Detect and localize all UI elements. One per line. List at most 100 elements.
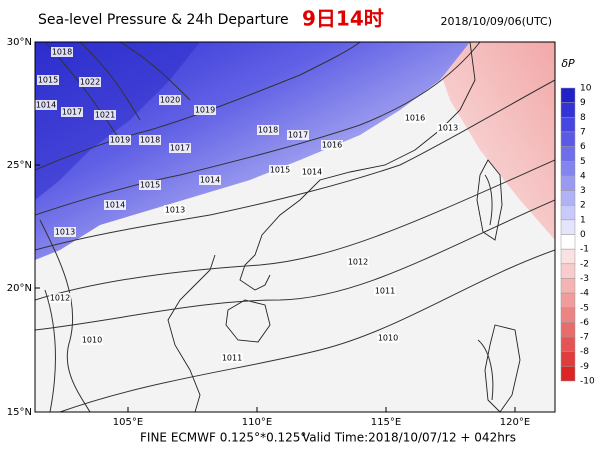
colorbar-box xyxy=(560,204,576,221)
contour-label: 1019 xyxy=(110,136,130,145)
colorbar-tick-label: 4 xyxy=(580,171,586,181)
colorbar-tick-label: -2 xyxy=(580,259,589,269)
colorbar-tick-label: 6 xyxy=(580,142,586,152)
colorbar-box xyxy=(560,87,576,103)
contour-label-bg xyxy=(257,125,279,135)
local-time: 9日14时 xyxy=(302,7,384,31)
colorbar-box xyxy=(560,336,576,352)
contour-label-bg xyxy=(54,227,76,237)
contour-label-bg xyxy=(81,335,103,345)
contour-label: 1014 xyxy=(36,101,56,110)
contour-line xyxy=(35,159,555,301)
colorbar-box xyxy=(560,366,576,382)
contour-label: 1019 xyxy=(195,106,215,115)
contour-label-bg xyxy=(221,353,243,363)
colorbar-tick-label: 5 xyxy=(580,157,586,167)
map-frame xyxy=(34,41,556,413)
colorbar-tick-label: 9 xyxy=(580,98,586,108)
colorbar-label: δP xyxy=(561,57,575,70)
date: 2018/10/09/06(UTC) xyxy=(441,15,553,28)
colorbar-tick-label: -5 xyxy=(580,303,589,313)
colorbar-tick-label: -7 xyxy=(580,333,589,343)
contour-label-bg xyxy=(374,286,396,296)
contour-label-bg xyxy=(199,175,221,185)
contour-label: 1014 xyxy=(302,168,322,177)
colorbar-box xyxy=(560,307,576,323)
contour-label-bg xyxy=(37,75,59,85)
contour-label-bg xyxy=(104,200,126,210)
colorbar-box xyxy=(560,175,576,191)
contour-label-bg xyxy=(437,123,459,133)
colorbar-box xyxy=(560,292,576,309)
lon-label: 120°E xyxy=(500,417,530,428)
colorbar-tick-label: 8 xyxy=(580,113,586,123)
contour-label-bg xyxy=(347,257,369,267)
contour-line xyxy=(477,174,494,401)
lon-label: 105°E xyxy=(113,417,143,428)
contour-label: 1017 xyxy=(62,108,82,117)
contour-label: 1014 xyxy=(105,201,125,210)
colorbar-box xyxy=(560,234,576,250)
contour-label: 1011 xyxy=(375,287,395,296)
coastline-taiwan xyxy=(476,159,503,241)
colorbar-box xyxy=(560,322,576,338)
contour-label-bg xyxy=(404,113,426,123)
valid-time: Valid Time:2018/10/07/12 + 042hrs xyxy=(302,431,516,445)
contour-label: 1015 xyxy=(38,76,58,85)
contour-label: 1013 xyxy=(55,228,75,237)
colorbar-tick-label: 10 xyxy=(580,84,592,94)
contour-label: 1020 xyxy=(160,96,180,105)
contour-label-bg xyxy=(61,107,83,117)
colorbar-box xyxy=(560,219,576,235)
model-label: FINE ECMWF 0.125°*0.125° xyxy=(140,431,306,445)
colorbar-tick-label: 7 xyxy=(580,127,586,137)
contour-label: 1016 xyxy=(322,141,342,150)
contour-label-bg xyxy=(94,110,116,120)
contour-label-bg xyxy=(79,77,101,87)
contour-label: 1010 xyxy=(82,336,102,345)
colorbar-tick-label: 2 xyxy=(580,201,586,211)
contour-label-bg xyxy=(49,293,71,303)
contour-label-bg xyxy=(51,47,73,57)
contour-label: 1013 xyxy=(165,206,185,215)
colorbar-tick-label: 3 xyxy=(580,186,586,196)
lat-label: 30°N xyxy=(7,37,32,48)
map-area: 1018 1015 1014 1017 1022 1021 1019 1018 1017 1020… xyxy=(35,42,555,412)
colorbar-box xyxy=(560,263,576,279)
lat-label: 15°N xyxy=(7,407,32,418)
contour-label: 1012 xyxy=(348,258,368,267)
colorbar-tick-label: -4 xyxy=(580,289,589,299)
lat-label: 20°N xyxy=(7,283,32,294)
lon-label: 110°E xyxy=(242,417,272,428)
colorbar-box xyxy=(560,161,576,177)
colorbar-box xyxy=(560,351,576,367)
colorbar-tick-label: -9 xyxy=(580,362,589,372)
lon-label: 115°E xyxy=(371,417,401,428)
title: Sea-level Pressure & 24h Departure xyxy=(38,12,289,28)
positive-departure xyxy=(430,42,555,240)
contour-line xyxy=(35,42,481,216)
contour-label: 1018 xyxy=(52,48,72,57)
colorbar-tick-label: -10 xyxy=(580,377,595,387)
contour-label: 1011 xyxy=(222,354,242,363)
colorbar-tick-label: -8 xyxy=(580,347,589,357)
contour-label: 1015 xyxy=(140,181,160,190)
contour-label: 1014 xyxy=(200,176,220,185)
contour-label-bg xyxy=(169,143,191,153)
colorbar-box xyxy=(560,278,576,294)
contour-label-bg xyxy=(287,130,309,140)
contour-line xyxy=(39,219,91,412)
colorbar-box xyxy=(560,146,576,162)
contour-line xyxy=(35,199,555,331)
contour-label: 1017 xyxy=(288,131,308,140)
contour-label-bg xyxy=(35,100,57,110)
contour-label: 1021 xyxy=(95,111,115,120)
contour-label: 1012 xyxy=(50,294,70,303)
contour-label-bg xyxy=(164,205,186,215)
contour-label: 1017 xyxy=(170,144,190,153)
colorbar-tick-label: -3 xyxy=(580,274,589,284)
contour-line xyxy=(35,79,555,251)
contour-label: 1022 xyxy=(80,78,100,87)
